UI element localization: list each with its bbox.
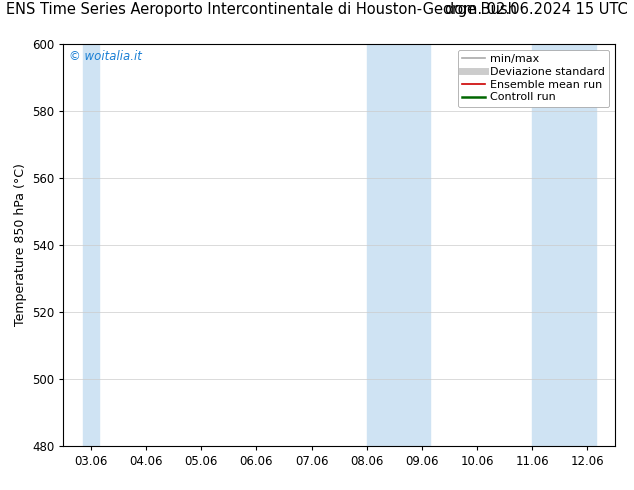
Text: ENS Time Series Aeroporto Intercontinentale di Houston-George Bush: ENS Time Series Aeroporto Intercontinent…	[6, 2, 517, 18]
Bar	[82, 44, 100, 446]
Text: dom. 02.06.2024 15 UTC: dom. 02.06.2024 15 UTC	[445, 2, 628, 18]
Bar	[366, 44, 430, 446]
Y-axis label: Temperature 850 hPa (°C): Temperature 850 hPa (°C)	[13, 164, 27, 326]
Legend: min/max, Deviazione standard, Ensemble mean run, Controll run: min/max, Deviazione standard, Ensemble m…	[458, 49, 609, 107]
Bar	[533, 44, 596, 446]
Text: © woitalia.it: © woitalia.it	[69, 50, 142, 63]
